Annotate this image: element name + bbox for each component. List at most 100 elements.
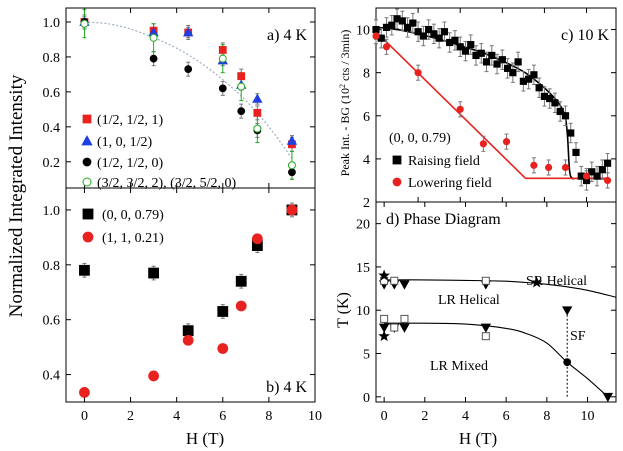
data-point <box>525 75 533 83</box>
legend-marker <box>392 155 402 165</box>
left-x-axis-label: H (T) <box>186 429 224 448</box>
data-point <box>390 323 399 332</box>
data-point <box>252 93 263 103</box>
data-point <box>451 36 459 44</box>
legend-label: (1/2, 1/2, 1) <box>97 113 163 128</box>
data-point <box>456 43 464 51</box>
y-tick-label: 20 <box>356 218 370 233</box>
x-tick-label: 10 <box>308 409 322 424</box>
legend-label: (3/2, 3/2, 2), (3/2, 5/2, 0) <box>97 176 237 191</box>
y-tick-label: 1.0 <box>43 204 61 219</box>
data-point <box>183 27 194 37</box>
data-point <box>514 58 522 66</box>
phase-boundary <box>384 322 609 398</box>
data-point <box>481 332 490 341</box>
data-point <box>588 168 596 176</box>
data-point <box>603 159 612 167</box>
data-point <box>479 140 487 148</box>
y-tick-label: 0 <box>363 391 370 406</box>
plot-frame <box>65 187 316 403</box>
data-point <box>488 51 496 60</box>
legend-label: Raising field <box>408 154 480 169</box>
data-point <box>414 69 422 77</box>
data-point <box>435 34 443 42</box>
region-label: LR Mixed <box>430 359 488 374</box>
y-tick-label: 10 <box>356 304 370 319</box>
x-tick-label: 8 <box>543 409 550 424</box>
x-tick-label: 2 <box>127 409 134 424</box>
region-label: SR Helical <box>526 274 587 289</box>
legend-marker <box>81 135 93 146</box>
data-point <box>498 56 506 64</box>
data-point <box>182 325 194 337</box>
data-point <box>509 69 517 77</box>
data-point <box>253 124 262 133</box>
data-point <box>235 300 247 312</box>
y-tick-label: 0.8 <box>43 259 61 274</box>
region-label: SF <box>570 329 586 344</box>
y-tick-label: 0.4 <box>43 369 61 384</box>
panel-label: d) Phase Diagram <box>386 211 501 228</box>
x-tick-label: 4 <box>462 409 469 424</box>
data-point <box>481 276 490 285</box>
data-point <box>561 163 570 172</box>
data-point <box>378 269 391 281</box>
data-point <box>390 276 399 285</box>
data-point <box>149 33 158 42</box>
phase-boundary <box>384 279 617 298</box>
y-tick-label: 1.0 <box>43 16 61 31</box>
panel-c: 2 4 6 8 10 c) 10 K (0, 0, 0.79) Raising field Lo… <box>356 7 617 211</box>
y-tick-label: 8 <box>363 67 370 82</box>
data-point <box>467 41 475 49</box>
right-bottom-y-axis-label: T (K) <box>335 292 352 328</box>
y-tick-label: 15 <box>356 261 370 276</box>
data-point <box>286 204 298 216</box>
data-point <box>253 108 262 117</box>
legend-label: (1, 0, 1/2) <box>97 135 153 150</box>
data-point <box>503 64 512 72</box>
legend-label: (0, 0, 0.79) <box>102 208 164 223</box>
x-tick-label: 2 <box>421 409 428 424</box>
data-point <box>399 280 410 290</box>
data-point <box>388 21 396 29</box>
left-y-axis-label: Normalized Integrated Intensity <box>6 74 27 317</box>
data-point <box>149 54 158 63</box>
data-point <box>148 370 160 382</box>
panel-label: a) 4 K <box>267 27 307 44</box>
data-point <box>218 46 227 54</box>
data-point <box>148 267 160 279</box>
legend-marker <box>82 157 92 167</box>
reflection-annotation: (0, 0, 0.79) <box>389 131 451 146</box>
data-point <box>425 25 433 34</box>
data-point <box>535 84 543 92</box>
y-tick-label: 0.6 <box>43 86 61 101</box>
data-point <box>79 264 90 276</box>
data-point <box>456 105 464 113</box>
x-tick-label: 0 <box>81 409 88 424</box>
y-tick-label: 10 <box>356 24 370 39</box>
x-tick-label: 6 <box>219 409 226 424</box>
data-point <box>480 323 492 333</box>
y-tick-label: 0.6 <box>43 314 61 329</box>
data-point <box>561 112 570 120</box>
data-point <box>430 30 438 38</box>
x-tick-label: 6 <box>503 409 510 424</box>
right-bottom-x-axis-label: H (T) <box>459 429 497 448</box>
y-tick-label: 0.8 <box>43 51 61 66</box>
data-point <box>551 99 559 107</box>
data-point <box>399 323 410 333</box>
panel-a: 0.2 0.4 0.6 0.8 1.0 a) 4 K (1/2, 1/2, 1) (1, 0,… <box>43 7 316 191</box>
data-point <box>217 306 229 317</box>
data-point <box>493 60 501 68</box>
data-point <box>184 65 193 74</box>
data-point <box>603 176 612 185</box>
x-tick-label: 4 <box>173 409 180 424</box>
x-tick-label: 0 <box>381 409 388 424</box>
legend-marker <box>82 177 92 187</box>
data-point <box>398 17 406 25</box>
data-point <box>237 72 246 81</box>
y-tick-label: 4 <box>363 153 370 168</box>
data-point <box>286 135 298 145</box>
data-point <box>530 161 538 169</box>
data-point <box>80 19 89 28</box>
